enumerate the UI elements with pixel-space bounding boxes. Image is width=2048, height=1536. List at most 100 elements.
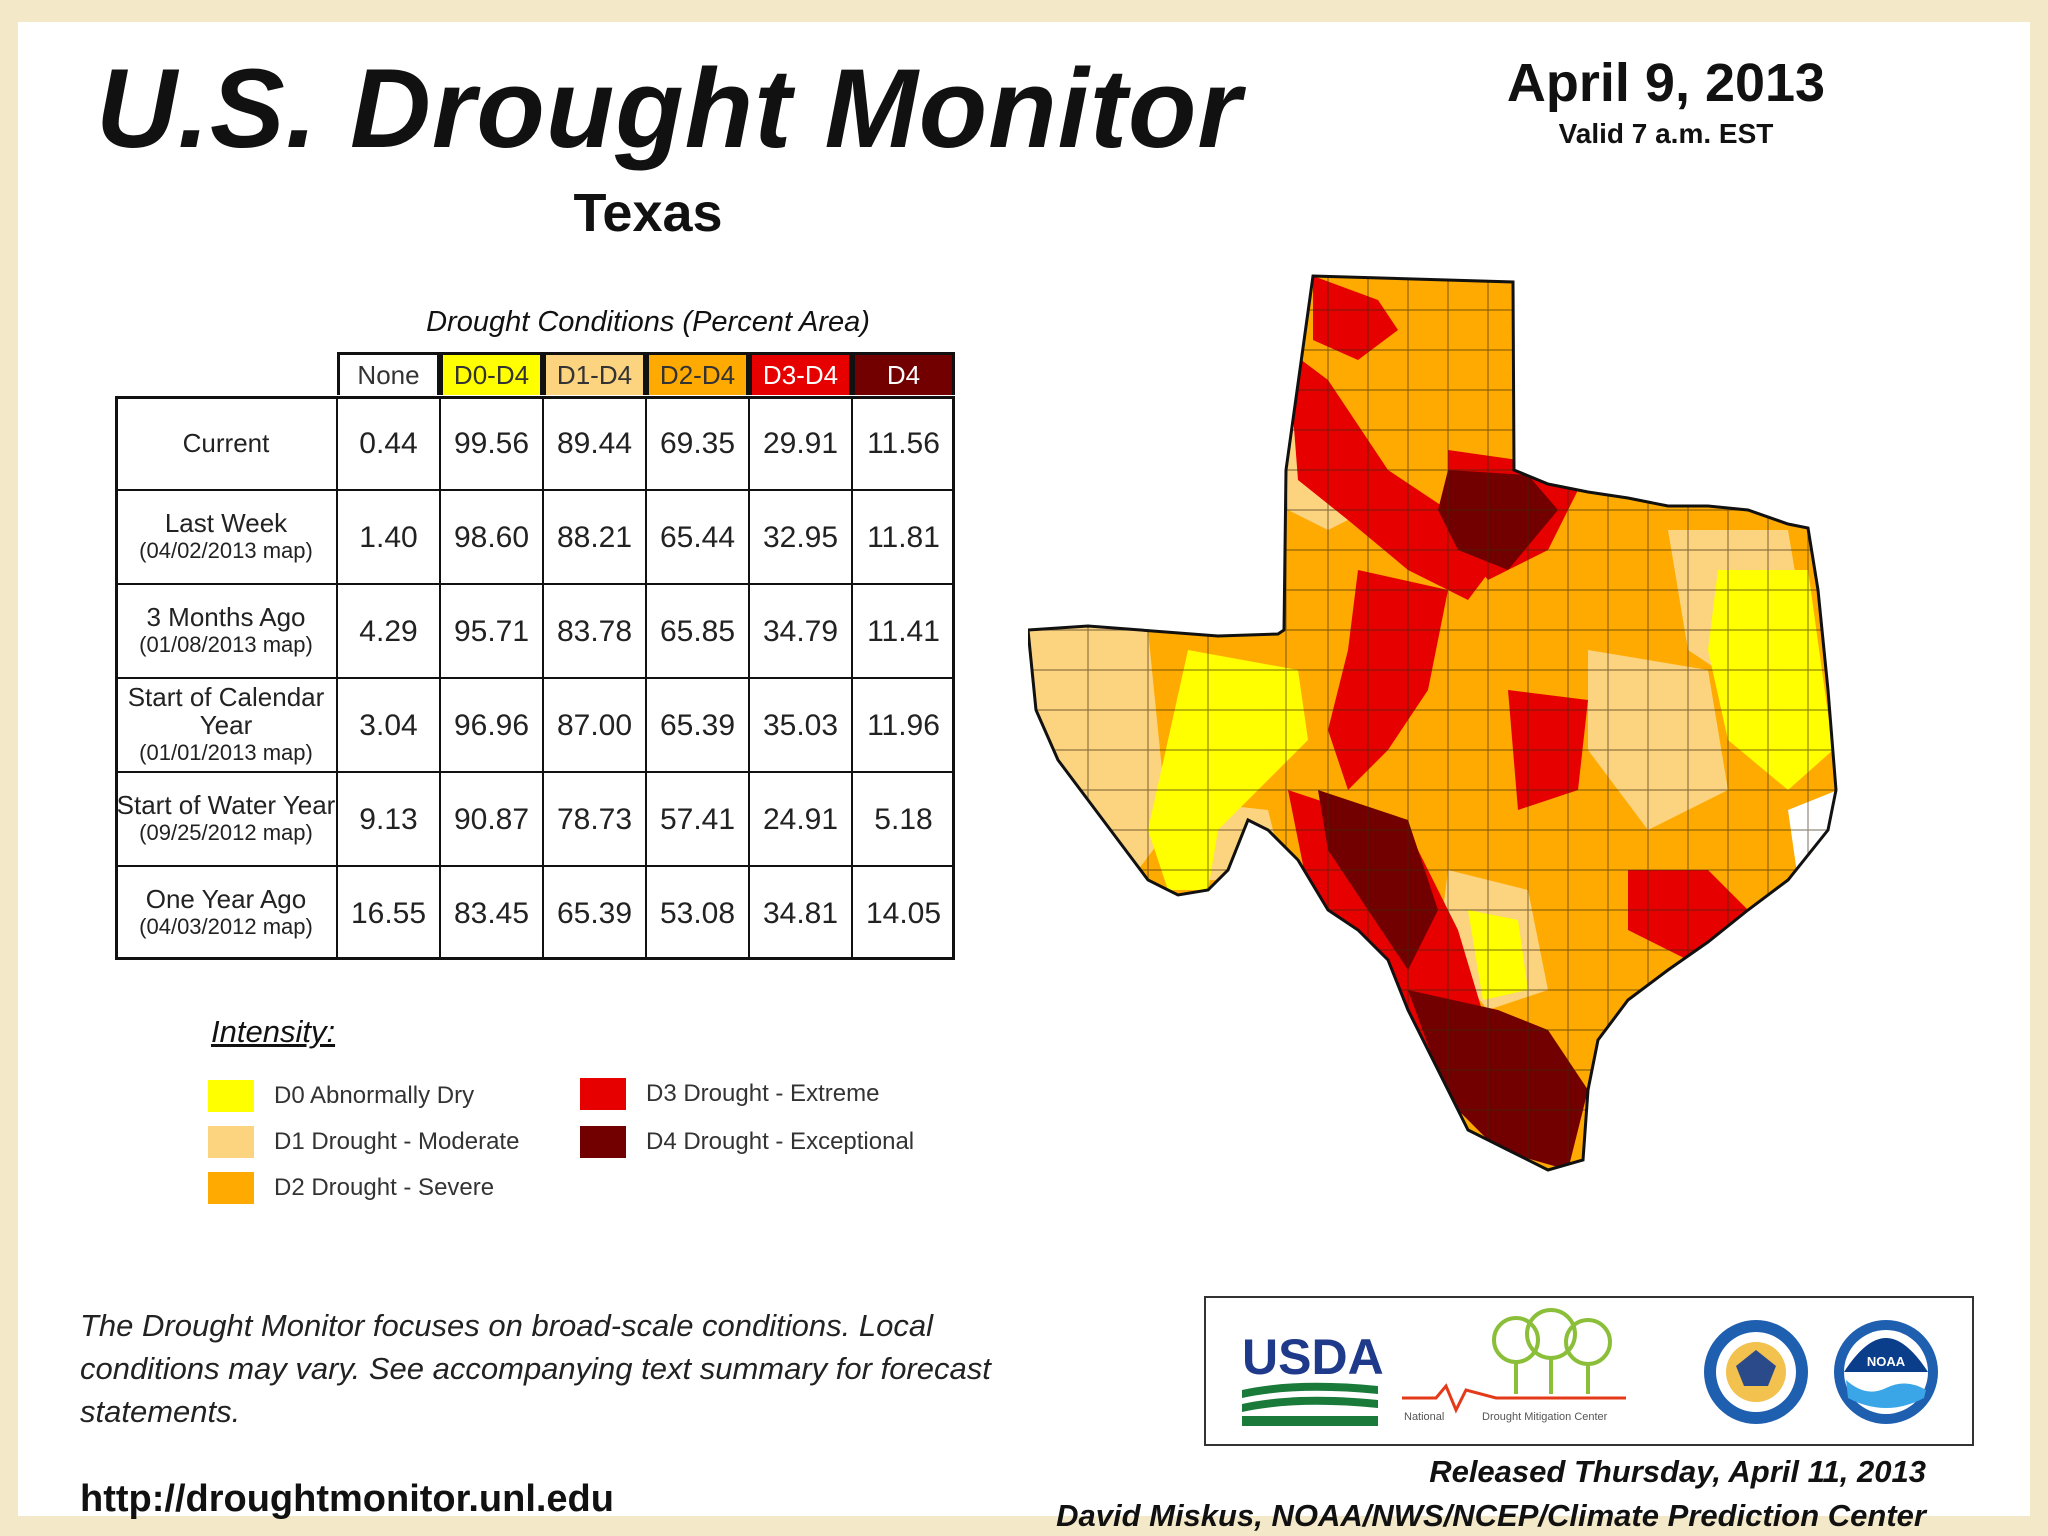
d3-band-north (1288, 350, 1498, 600)
table-cell: 89.44 (543, 396, 646, 490)
ndmc-label-right: Drought Mitigation Center (1482, 1411, 1608, 1423)
table-cell: 83.45 (440, 866, 543, 960)
d3-central-west (1328, 570, 1448, 790)
table-cell: 32.95 (749, 490, 852, 584)
table-cell: 34.79 (749, 584, 852, 678)
table-cell: 24.91 (749, 772, 852, 866)
table-cell: 11.41 (852, 584, 955, 678)
table-cell: 53.08 (646, 866, 749, 960)
table-cell: 65.39 (543, 866, 646, 960)
table-cell: 87.00 (543, 678, 646, 772)
legend-swatch (580, 1078, 626, 1110)
commerce-seal-logo (1704, 1320, 1808, 1424)
table-cell: 3.04 (337, 678, 440, 772)
usda-logo: USDA (1242, 1329, 1384, 1426)
row-label-sub: (01/01/2013 map) (139, 740, 313, 765)
table-cell: 96.96 (440, 678, 543, 772)
column-header-5: D3-D4 (749, 352, 852, 395)
row-label-sub: (01/08/2013 map) (139, 632, 313, 657)
table-cell: 5.18 (852, 772, 955, 866)
website-link[interactable]: http://droughtmonitor.unl.edu (80, 1478, 614, 1520)
table-cell: 4.29 (337, 584, 440, 678)
partner-logos: USDA National Drought Mitigation Center (1204, 1296, 1974, 1446)
column-header-6: D4 (852, 352, 955, 395)
legend-title: Intensity: (211, 1014, 336, 1049)
table-cell: 95.71 (440, 584, 543, 678)
row-label-main: Start of Calendar Year (127, 682, 325, 740)
d0-south (1468, 910, 1528, 1000)
row-label-sub: (09/25/2012 map) (139, 820, 313, 845)
table-cell: 78.73 (543, 772, 646, 866)
legend-swatch (208, 1172, 254, 1204)
legend-label: D3 Drought - Extreme (646, 1080, 880, 1107)
author-credit: David Miskus, NOAA/NWS/NCEP/Climate Pred… (1056, 1498, 1926, 1533)
column-header-2: D0-D4 (440, 352, 543, 395)
legend-swatch (580, 1126, 626, 1158)
legend-item: D1 Drought - Moderate (208, 1126, 519, 1158)
table-cell: 35.03 (749, 678, 852, 772)
table-cell: 1.40 (337, 490, 440, 584)
row-label-main: Last Week (164, 508, 288, 538)
table-row-label: Current (115, 396, 337, 490)
disclaimer-text: The Drought Monitor focuses on broad-sca… (80, 1308, 991, 1429)
table-cell: 14.05 (852, 866, 955, 960)
legend-label: D0 Abnormally Dry (274, 1082, 475, 1109)
table-cell: 83.78 (543, 584, 646, 678)
table-cell: 65.44 (646, 490, 749, 584)
table-cell: 9.13 (337, 772, 440, 866)
column-header-3: D1-D4 (543, 352, 646, 395)
table-cell: 99.56 (440, 396, 543, 490)
noaa-logo: NOAA (1834, 1320, 1938, 1424)
map-panel: U.S. Drought Monitor April 9, 2013 Valid… (18, 22, 2030, 1533)
row-label-sub: (04/02/2013 map) (139, 538, 313, 563)
table-cell: 16.55 (337, 866, 440, 960)
table-cell: 65.85 (646, 584, 749, 678)
legend-item: D2 Drought - Severe (208, 1172, 494, 1204)
row-label-main: One Year Ago (145, 884, 307, 914)
table-cell: 57.41 (646, 772, 749, 866)
column-header-4: D2-D4 (646, 352, 749, 395)
valid-time: Valid 7 a.m. EST (1558, 118, 1774, 149)
release-date: Released Thursday, April 11, 2013 (1429, 1454, 1926, 1489)
row-label-main: Current (182, 428, 270, 458)
drought-zones (1028, 276, 1836, 1170)
column-header-1: None (337, 352, 440, 395)
table-cell: 34.81 (749, 866, 852, 960)
legend-swatch (208, 1126, 254, 1158)
d0-east (1708, 570, 1833, 790)
table-row-label: Last Week (04/02/2013 map) (115, 490, 337, 584)
legend-item: D3 Drought - Extreme (580, 1078, 879, 1110)
map-date: April 9, 2013 (1506, 53, 1826, 113)
usda-logo-text: USDA (1242, 1329, 1384, 1385)
ndmc-label-left: National (1404, 1411, 1444, 1423)
ndmc-logo: National Drought Mitigation Center (1402, 1308, 1626, 1423)
table-row-label: One Year Ago (04/03/2012 map) (115, 866, 337, 960)
table-cell: 11.81 (852, 490, 955, 584)
texas-drought-map (1028, 274, 1838, 1172)
d1-central-east (1588, 650, 1728, 830)
noaa-logo-text: NOAA (1867, 1354, 1906, 1369)
table-row-label: Start of Calendar Year (01/01/2013 map) (115, 678, 337, 772)
table-cell: 65.39 (646, 678, 749, 772)
table-cell: 11.56 (852, 396, 955, 490)
table-cell: 29.91 (749, 396, 852, 490)
table-cell: 98.60 (440, 490, 543, 584)
table-cell: 11.96 (852, 678, 955, 772)
table-row-label: 3 Months Ago (01/08/2013 map) (115, 584, 337, 678)
table-cell: 0.44 (337, 396, 440, 490)
table-row-label: Start of Water Year (09/25/2012 map) (115, 772, 337, 866)
row-label-sub: (04/03/2012 map) (139, 914, 313, 939)
table-cell: 88.21 (543, 490, 646, 584)
row-label-main: Start of Water Year (116, 790, 336, 820)
legend-item: D0 Abnormally Dry (208, 1080, 474, 1112)
page-title: U.S. Drought Monitor (96, 46, 1243, 171)
legend-swatch (208, 1080, 254, 1112)
table-cell: 90.87 (440, 772, 543, 866)
legend-label: D1 Drought - Moderate (274, 1128, 520, 1155)
legend-item: D4 Drought - Exceptional (580, 1126, 914, 1158)
row-label-main: 3 Months Ago (146, 602, 306, 632)
table-caption: Drought Conditions (Percent Area) (426, 306, 870, 338)
d3-north (1313, 276, 1398, 360)
legend-label: D2 Drought - Severe (274, 1174, 495, 1201)
d1-west (1028, 620, 1168, 870)
